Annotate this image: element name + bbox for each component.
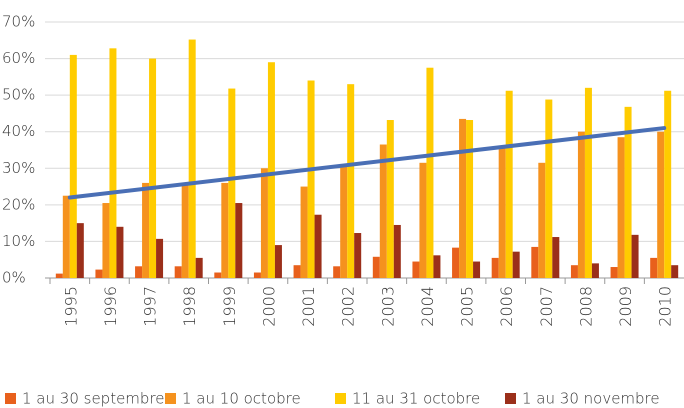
legend-swatch (505, 393, 516, 404)
bar (433, 255, 441, 278)
legend-swatch (5, 393, 16, 404)
legend-swatch (165, 393, 176, 404)
bar (188, 39, 196, 278)
bar (300, 186, 308, 278)
bar (307, 80, 315, 278)
x-tick-label: 2000 (259, 286, 278, 327)
bar (142, 182, 150, 278)
x-tick-label: 2001 (299, 286, 318, 327)
bar (354, 233, 362, 278)
x-tick-label: 2007 (537, 286, 556, 327)
bar (55, 273, 63, 278)
bar (671, 265, 679, 278)
bar (393, 224, 401, 278)
bar (69, 54, 77, 278)
bar (181, 184, 189, 278)
bar (459, 118, 467, 279)
bar (419, 162, 427, 278)
bar (293, 265, 301, 278)
bar (149, 58, 157, 279)
bar (466, 120, 474, 278)
bar (228, 88, 236, 278)
bar (610, 267, 618, 278)
bar (505, 90, 513, 278)
bar (538, 162, 546, 278)
bar (235, 203, 243, 278)
x-tick-label: 2002 (339, 286, 358, 327)
bar (274, 245, 282, 278)
bar (452, 247, 460, 278)
bar (584, 87, 592, 278)
bar (491, 257, 499, 278)
x-tick-label: 2010 (656, 286, 675, 327)
bar (570, 265, 578, 278)
bar (545, 99, 553, 278)
bar (412, 261, 420, 278)
bar (386, 120, 394, 278)
bar (631, 234, 639, 278)
x-tick-label: 2005 (458, 286, 477, 327)
bar (531, 246, 539, 278)
bar (109, 48, 117, 279)
bar (62, 195, 70, 278)
bar (156, 238, 164, 278)
bar (426, 67, 434, 278)
y-tick-label: 20% (2, 195, 35, 213)
bar (664, 90, 672, 278)
x-tick-label: 1996 (101, 286, 120, 327)
bar (379, 144, 387, 278)
bar (617, 137, 625, 278)
bar (195, 257, 203, 278)
legend-label: 1 au 30 septembre (22, 390, 165, 408)
bar (135, 266, 143, 278)
bar (102, 203, 110, 278)
y-tick-label: 30% (2, 159, 35, 177)
x-tick-label: 2006 (497, 286, 516, 327)
bar (174, 266, 182, 278)
x-tick-label: 2004 (418, 286, 437, 327)
x-tick-label: 2003 (378, 286, 397, 327)
bar (267, 62, 275, 278)
bar (372, 256, 380, 278)
x-tick-label: 1997 (141, 286, 160, 327)
x-tick-label: 1999 (220, 286, 239, 327)
bar (253, 272, 261, 278)
bar (552, 237, 560, 278)
bar (214, 272, 222, 278)
bar (76, 223, 84, 278)
bar (221, 182, 229, 278)
trend-line (67, 126, 667, 200)
legend-label: 1 au 10 octobre (182, 390, 301, 408)
x-tick-label: 2008 (576, 286, 595, 327)
y-tick-label: 10% (2, 232, 35, 250)
bar (577, 131, 585, 278)
bar (314, 214, 322, 278)
y-tick-label: 70% (2, 13, 35, 31)
bar (624, 106, 632, 279)
bar (498, 146, 506, 278)
legend-swatch (335, 393, 346, 404)
x-tick-label: 2009 (616, 286, 635, 327)
legend-label: 1 au 30 novembre (522, 390, 660, 408)
y-tick-label: 60% (2, 49, 35, 67)
bar (657, 131, 665, 278)
x-tick-label: 1998 (180, 286, 199, 327)
bar (260, 168, 268, 278)
x-tick-label: 1995 (61, 286, 80, 327)
bar (512, 251, 520, 278)
y-tick-label: 50% (2, 86, 35, 104)
bar (340, 166, 348, 278)
y-tick-label: 0% (2, 269, 26, 287)
bar (333, 266, 341, 278)
bar (473, 261, 481, 278)
legend-label: 11 au 31 octobre (352, 390, 480, 408)
bar (650, 257, 658, 278)
bar (347, 84, 355, 279)
bar (95, 269, 103, 278)
bar (116, 226, 124, 278)
bar (591, 263, 599, 278)
y-tick-label: 40% (2, 122, 35, 140)
